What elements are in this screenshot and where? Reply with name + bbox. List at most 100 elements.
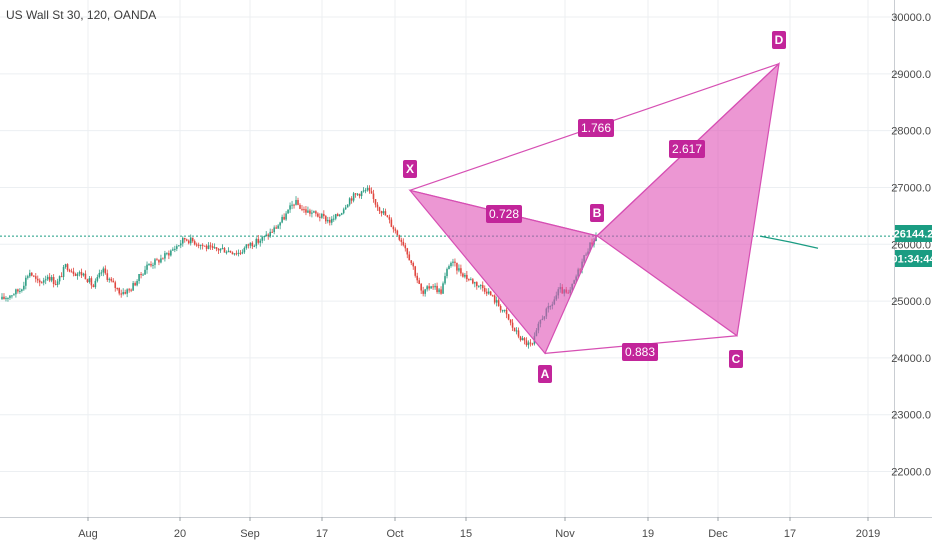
- candle-body: [183, 237, 186, 240]
- pattern-point-x[interactable]: X: [403, 160, 417, 178]
- candle-body: [207, 245, 210, 249]
- ratio-label-text: 0.883: [625, 345, 655, 359]
- candle-body: [241, 252, 244, 254]
- candle-body: [521, 338, 524, 341]
- candle-body: [42, 280, 45, 283]
- ratio-label-xb[interactable]: 0.728: [486, 205, 522, 223]
- candle-body: [499, 305, 502, 311]
- candle-body: [394, 229, 397, 231]
- candle-body: [529, 342, 532, 344]
- candle-body: [513, 327, 516, 332]
- candle-body: [408, 254, 411, 261]
- candle-body: [273, 227, 275, 233]
- candle-body: [136, 280, 138, 286]
- candle-body: [257, 238, 260, 243]
- point-label-text: C: [732, 352, 741, 366]
- candle-body: [243, 247, 246, 253]
- candle-body: [32, 275, 35, 277]
- candle-body: [76, 273, 79, 276]
- price-axis-label: 23000.0: [891, 410, 931, 422]
- candle-body: [58, 276, 61, 282]
- candle-body: [68, 269, 71, 272]
- candle-body: [114, 282, 117, 288]
- time-axis-label: 17: [784, 528, 796, 540]
- candle-body: [66, 264, 69, 270]
- current-price-label: 26144.2: [894, 229, 932, 241]
- candle-body: [253, 245, 256, 247]
- price-axis-label: 29000.0: [891, 69, 931, 81]
- candle-body: [348, 198, 351, 205]
- point-label-text: A: [541, 367, 550, 381]
- candle-body: [305, 209, 307, 213]
- candle-body: [201, 244, 204, 246]
- candle-body: [70, 271, 73, 273]
- candle-body: [446, 268, 448, 277]
- candle-body: [323, 213, 325, 217]
- candle-body: [223, 248, 226, 253]
- ratio-label-text: 0.728: [489, 207, 519, 221]
- price-axis[interactable]: 22000.0 23000.0 24000.0 25000.0 26000.0 27000…: [891, 12, 931, 479]
- ratio-label-bd[interactable]: 2.617: [669, 140, 705, 158]
- pattern-point-a[interactable]: A: [538, 365, 552, 383]
- candle-body: [440, 289, 442, 294]
- candle-body: [213, 247, 216, 249]
- candle-body: [203, 245, 206, 247]
- candle-body: [189, 237, 192, 244]
- candle-body: [219, 248, 222, 251]
- candle-body: [507, 314, 510, 320]
- price-axis-label: 28000.0: [891, 126, 931, 138]
- candle-body: [487, 291, 490, 294]
- candle-body: [239, 252, 242, 254]
- candle-body: [88, 278, 91, 283]
- candle-body: [34, 276, 37, 279]
- pattern-point-b[interactable]: B: [590, 204, 604, 222]
- candle-body: [52, 277, 55, 284]
- candle-body: [283, 216, 285, 220]
- point-label-box: [590, 204, 604, 222]
- candle-body: [82, 273, 85, 276]
- pattern-point-c[interactable]: C: [729, 350, 743, 368]
- ratio-label-xd[interactable]: 1.766: [578, 119, 614, 137]
- candle-body: [116, 287, 119, 289]
- pattern-point-d[interactable]: D: [772, 31, 786, 49]
- candle-body: [78, 272, 81, 274]
- candle-body: [130, 289, 132, 291]
- candle-body: [424, 289, 426, 294]
- candle-body: [38, 280, 41, 283]
- time-axis[interactable]: Aug 20 Sep 17 Oct 15 Nov 19 Dec 17 2019: [78, 517, 880, 540]
- time-axis-label: 19: [642, 528, 654, 540]
- candle-body: [21, 289, 23, 291]
- candle-body: [197, 244, 200, 246]
- candle-body: [122, 292, 124, 295]
- candle-body: [150, 264, 152, 266]
- candle-body: [301, 208, 303, 210]
- candle-body: [370, 191, 373, 194]
- candle-body: [374, 198, 377, 205]
- candle-body: [235, 253, 238, 255]
- candle-body: [430, 286, 432, 289]
- time-axis-label: Sep: [240, 528, 260, 540]
- candle-body: [384, 211, 387, 216]
- candle-body: [229, 250, 232, 253]
- candle-body: [460, 268, 462, 274]
- candle-body: [472, 279, 474, 284]
- candle-body: [340, 213, 343, 215]
- harmonic-pattern[interactable]: 0.728 0.883 1.766 2.617 X A B C D: [403, 31, 786, 383]
- candle-body: [313, 211, 315, 213]
- candle-body: [350, 198, 353, 201]
- ratio-label-ac[interactable]: 0.883: [622, 343, 658, 361]
- candle-body: [497, 300, 500, 306]
- candle-body: [319, 216, 321, 218]
- candle-body: [346, 204, 349, 208]
- candle-body: [181, 237, 184, 244]
- candle-body: [434, 285, 436, 288]
- candle-body: [378, 207, 381, 212]
- candle-body: [102, 268, 105, 273]
- candle-body: [62, 266, 65, 277]
- candle-body: [511, 322, 514, 328]
- candle-body: [464, 274, 466, 277]
- candle-body: [86, 279, 89, 283]
- candle-body: [481, 285, 484, 289]
- ratio-label-box: [486, 205, 522, 223]
